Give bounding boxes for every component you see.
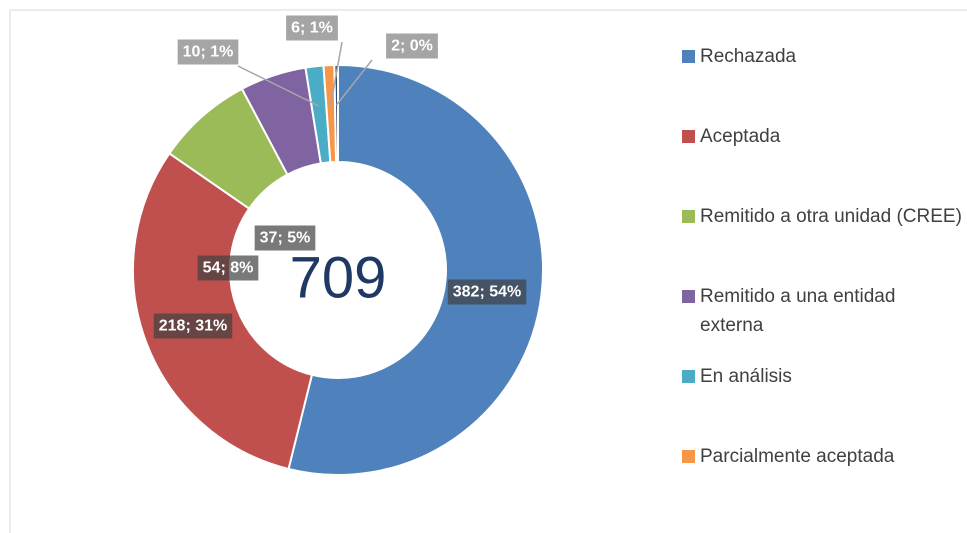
data-label: 218; 31% bbox=[159, 318, 228, 335]
legend-entry: En análisis bbox=[682, 362, 962, 391]
legend-swatch bbox=[682, 50, 695, 63]
data-label: 37; 5% bbox=[260, 230, 311, 247]
legend-entry: Remitido a una entidad externa bbox=[682, 282, 962, 340]
legend-label: Parcialmente aceptada bbox=[700, 446, 895, 467]
legend-swatch bbox=[682, 290, 695, 303]
data-label-box bbox=[447, 279, 527, 305]
legend-label: Remitido a otra unidad (CREE) bbox=[700, 206, 962, 227]
legend-label: En análisis bbox=[700, 366, 792, 387]
data-label-box bbox=[254, 225, 316, 251]
legend-swatch bbox=[682, 210, 695, 223]
data-label-box bbox=[153, 313, 233, 339]
legend-swatch bbox=[682, 130, 695, 143]
data-label: 382; 54% bbox=[453, 284, 522, 301]
legend-swatch bbox=[682, 370, 695, 383]
legend-swatch bbox=[682, 450, 695, 463]
legend-entry: Rechazada bbox=[682, 42, 962, 71]
data-label: 6; 1% bbox=[291, 20, 333, 37]
center-total: 709 bbox=[290, 246, 387, 311]
data-label: 54; 8% bbox=[203, 260, 254, 277]
data-label-box bbox=[286, 15, 338, 41]
data-label-box bbox=[177, 39, 239, 65]
legend-label: Aceptada bbox=[700, 126, 781, 147]
legend-label: Rechazada bbox=[700, 46, 797, 67]
data-label: 10; 1% bbox=[183, 44, 234, 61]
legend-entry: Aceptada bbox=[682, 122, 962, 151]
legend-entry: Parcialmente aceptada bbox=[682, 442, 962, 471]
leader-line bbox=[335, 59, 373, 106]
chart-frame bbox=[9, 9, 967, 533]
legend-label: Remitido a una entidad externa bbox=[700, 286, 896, 336]
donut-slice bbox=[287, 63, 544, 476]
legend-entry: Remitido a otra unidad (CREE) bbox=[682, 202, 962, 231]
donut-slice bbox=[333, 63, 339, 164]
donut-slice bbox=[132, 152, 314, 471]
data-label-box bbox=[386, 33, 438, 59]
leader-line bbox=[237, 65, 320, 107]
data-label: 2; 0% bbox=[391, 38, 433, 55]
data-label-box bbox=[197, 255, 259, 281]
leader-line bbox=[329, 41, 343, 106]
